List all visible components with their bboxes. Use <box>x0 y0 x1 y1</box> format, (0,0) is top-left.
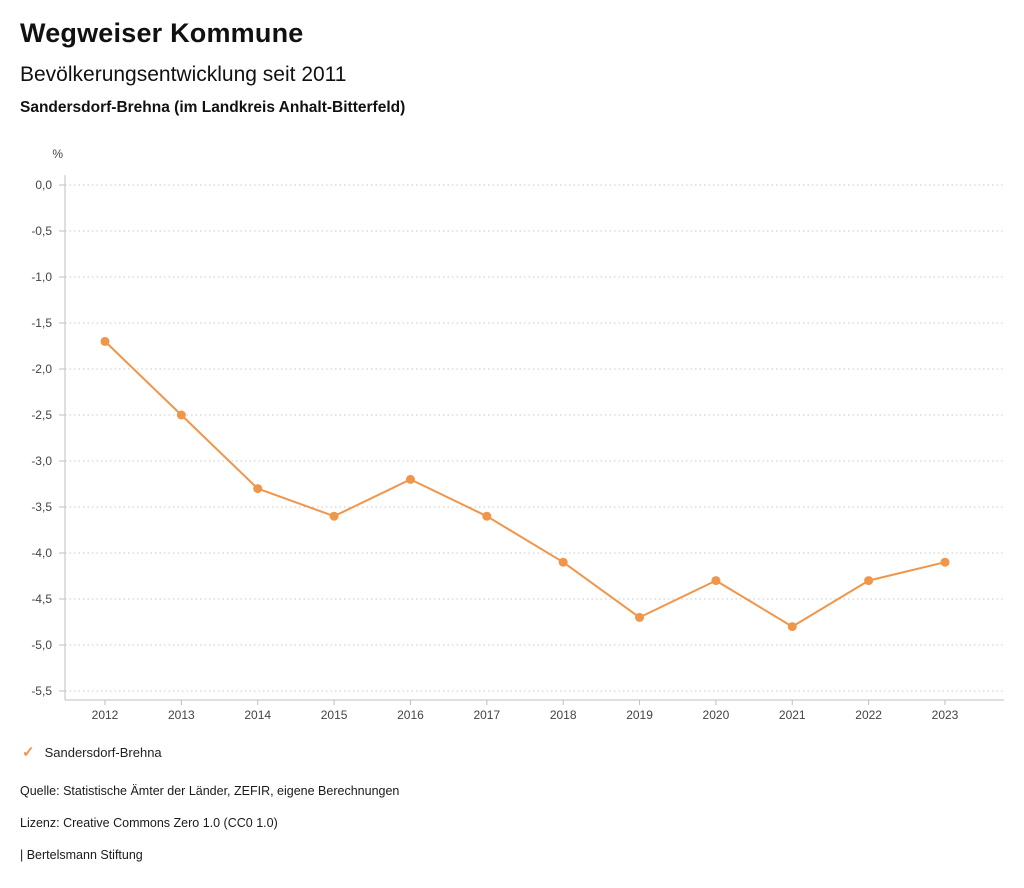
footer: Quelle: Statistische Ämter der Länder, Z… <box>20 784 399 880</box>
data-point <box>787 622 797 632</box>
x-tick-label: 2014 <box>244 708 271 722</box>
series-line <box>104 340 946 628</box>
data-point <box>329 511 339 521</box>
y-tick-label: -5,5 <box>31 684 52 698</box>
chart-canvas: % 0,0 -0,5 -1,0 -1,5 -2,0 -2,5 -3,0 -3,5 -4,0 -4,5… <box>31 147 1004 722</box>
y-tick-label: -5,0 <box>31 638 52 652</box>
chart-title: Bevölkerungsentwicklung seit 2011 <box>20 63 347 86</box>
app-title: Wegweiser Kommune <box>20 18 304 48</box>
x-tick-label: 2012 <box>92 708 119 722</box>
data-point <box>635 612 645 622</box>
x-tick-label: 2018 <box>550 708 577 722</box>
x-tick-label: 2013 <box>168 708 195 722</box>
x-tick-label: 2022 <box>855 708 882 722</box>
data-point <box>864 576 874 586</box>
x-tick-label: 2016 <box>397 708 424 722</box>
y-tick-label: -2,0 <box>31 362 52 376</box>
data-point <box>253 484 263 494</box>
data-point <box>176 410 186 420</box>
data-point <box>558 557 568 567</box>
y-tick-label: -1,5 <box>31 316 52 330</box>
x-tick-label: 2017 <box>473 708 500 722</box>
data-point <box>711 576 721 586</box>
x-tick-label: 2023 <box>932 708 959 722</box>
legend-item-sandersdorf-brehna[interactable]: ✓ Sandersdorf-Brehna <box>22 745 162 760</box>
source-note: Quelle: Statistische Ämter der Länder, Z… <box>20 784 400 798</box>
y-tick-label: -4,5 <box>31 592 52 606</box>
header: Wegweiser Kommune Bevölkerungsentwicklun… <box>20 18 405 117</box>
chart-subtitle: Sandersdorf-Brehna (im Landkreis Anhalt-… <box>20 99 406 116</box>
x-tick-label: 2020 <box>703 708 730 722</box>
x-tick-label: 2019 <box>626 708 653 722</box>
legend-check-icon: ✓ <box>22 744 35 761</box>
y-tick-label: -1,0 <box>31 270 52 284</box>
data-point <box>405 474 415 484</box>
attribution-note: | Bertelsmann Stiftung <box>20 848 143 862</box>
data-point <box>940 557 950 567</box>
data-point <box>482 511 492 521</box>
y-tick-label: -3,0 <box>31 454 52 468</box>
x-tick-label: 2021 <box>779 708 806 722</box>
x-tick-label: 2015 <box>321 708 348 722</box>
line-chart: % 0,0 -0,5 -1,0 -1,5 -2,0 -2,5 -3,0 -3,5 -4,0 -4,5… <box>0 140 1024 735</box>
y-axis-unit-label: % <box>52 147 63 161</box>
y-tick-label: 0,0 <box>35 178 52 192</box>
y-tick-label: -3,5 <box>31 500 52 514</box>
y-tick-label: -2,5 <box>31 408 52 422</box>
y-tick-label: -0,5 <box>31 224 52 238</box>
legend-label: Sandersdorf-Brehna <box>44 745 162 760</box>
license-note: Lizenz: Creative Commons Zero 1.0 (CC0 1… <box>20 816 278 830</box>
y-tick-label: -4,0 <box>31 546 52 560</box>
data-point <box>100 336 110 346</box>
